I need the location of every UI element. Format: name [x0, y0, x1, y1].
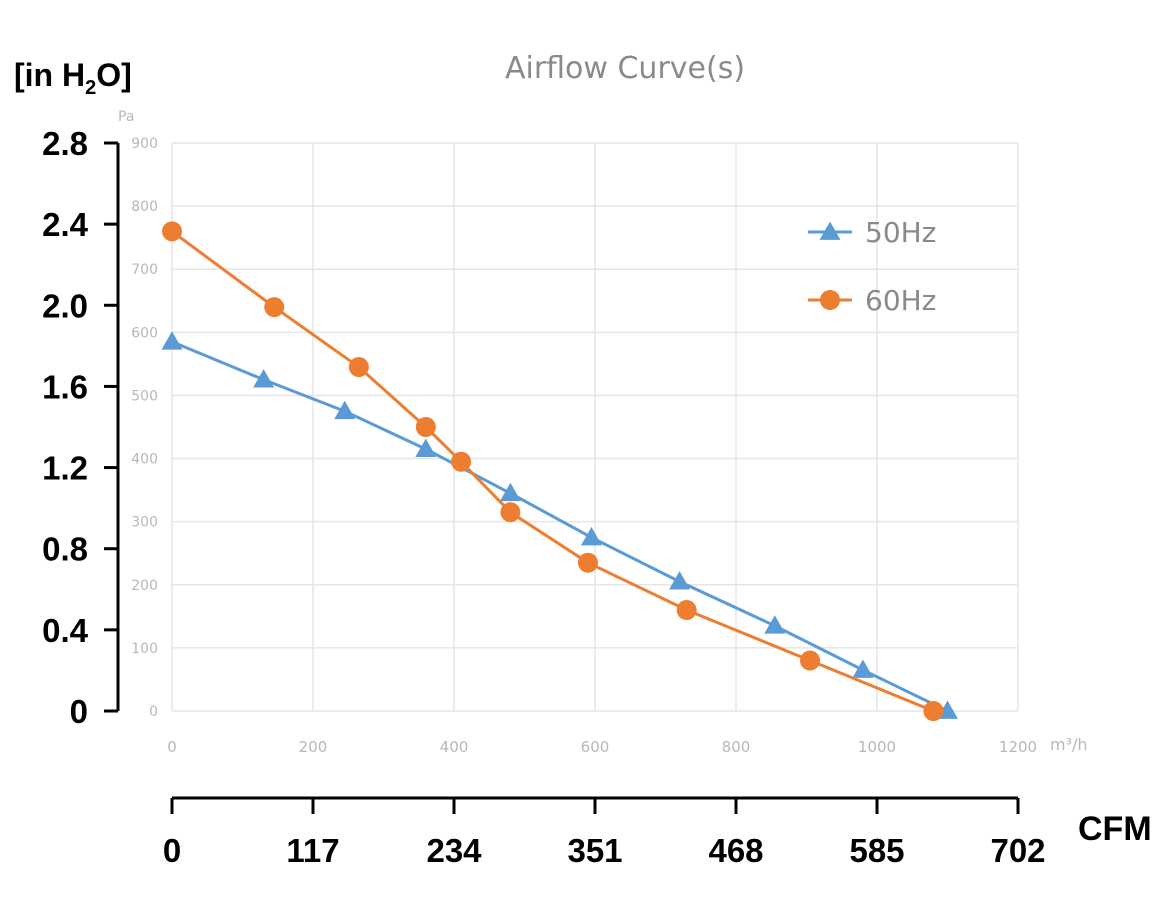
cfm-tick-label-1: 117 [286, 832, 339, 869]
primary-y-tick-label-5: 500 [131, 388, 158, 404]
primary-x-tick-labels: 0 200 400 600 800 1000 1200 [167, 738, 1037, 756]
primary-y-tick-labels: 0 100 200 300 400 500 600 700 800 900 [131, 136, 158, 720]
legend-marker-50Hz [819, 221, 841, 240]
primary-x-tick-label-0: 0 [167, 738, 177, 756]
data-point-60Hz-1 [264, 297, 285, 318]
primary-x-tick-label-2: 400 [440, 738, 469, 756]
primary-x-tick-label-5: 1000 [858, 738, 896, 756]
data-point-50Hz-8 [852, 659, 874, 678]
chart-title: Airflow Curve(s) [505, 51, 745, 86]
primary-x-tick-label-4: 800 [722, 738, 751, 756]
primary-y-tick-label-7: 700 [131, 262, 158, 278]
cfm-axis: 0 117 234 351 468 585 702 [163, 796, 1046, 869]
data-point-50Hz-7 [764, 615, 786, 634]
plot-grid [171, 142, 1019, 712]
inh2o-axis: 0 0.4 0.8 1.2 1.6 2.0 2.4 2.8 [42, 125, 120, 730]
legend-label-50Hz: 50Hz [865, 216, 936, 249]
inh2o-axis-label: [in H2O] [14, 57, 132, 99]
series-50Hz [161, 331, 958, 719]
cfm-tick-label-2: 234 [426, 832, 482, 869]
inh2o-label-sub: 2 [85, 77, 96, 99]
legend-label-60Hz: 60Hz [865, 284, 936, 317]
data-point-60Hz-4 [451, 451, 472, 472]
primary-y-tick-label-1: 100 [131, 641, 158, 657]
cfm-axis-label: CFM [1078, 810, 1152, 848]
data-point-50Hz-4 [499, 482, 521, 502]
data-point-50Hz-2 [334, 400, 356, 420]
data-point-50Hz-1 [253, 369, 275, 388]
series-60Hz [162, 221, 944, 721]
data-point-50Hz-0 [161, 331, 183, 350]
inh2o-tick-label-7: 2.8 [42, 125, 88, 162]
inh2o-tick-label-2: 0.8 [42, 531, 88, 568]
data-point-50Hz-3 [415, 438, 437, 457]
inh2o-tick-label-0: 0 [70, 693, 88, 730]
inh2o-tick-label-5: 2.0 [42, 287, 88, 324]
series-line-60Hz [171, 230, 934, 713]
primary-y-tick-label-2: 200 [131, 578, 158, 594]
inh2o-tick-label-3: 1.2 [42, 450, 88, 487]
pa-unit-label: Pa [118, 109, 134, 125]
data-point-60Hz-5 [500, 502, 521, 523]
legend: 50Hz 60Hz [808, 216, 936, 317]
primary-y-tick-label-9: 900 [131, 136, 158, 152]
inh2o-tick-label-6: 2.4 [42, 206, 89, 243]
primary-y-tick-label-0: 0 [149, 704, 158, 720]
cfm-tick-label-3: 351 [567, 832, 622, 869]
cfm-tick-label-5: 585 [849, 832, 904, 869]
data-point-60Hz-8 [800, 650, 821, 671]
data-point-60Hz-3 [415, 417, 436, 437]
m3h-unit-label: m³/h [1050, 735, 1088, 754]
inh2o-tick-label-1: 0.4 [42, 612, 89, 649]
primary-y-tick-label-4: 400 [131, 452, 158, 468]
data-point-60Hz-6 [577, 552, 598, 573]
data-point-60Hz-0 [162, 221, 182, 242]
primary-y-tick-label-8: 800 [131, 199, 158, 215]
inh2o-label-suffix: O] [96, 57, 132, 93]
series-line-50Hz [171, 340, 949, 713]
primary-x-tick-label-6: 1200 [999, 738, 1037, 756]
cfm-tick-label-6: 702 [990, 832, 1045, 869]
series-layer [161, 221, 958, 721]
inh2o-label-prefix: [in H [14, 57, 85, 93]
data-point-60Hz-7 [676, 600, 697, 621]
primary-y-tick-label-6: 600 [131, 325, 158, 341]
primary-x-tick-label-1: 200 [299, 738, 328, 756]
primary-y-tick-label-3: 300 [131, 515, 158, 531]
data-point-50Hz-5 [580, 526, 602, 546]
primary-x-tick-label-3: 600 [581, 738, 610, 756]
cfm-tick-label-4: 468 [708, 832, 763, 869]
legend-marker-60Hz [820, 290, 840, 310]
cfm-tick-label-0: 0 [163, 832, 181, 869]
data-point-60Hz-2 [348, 357, 369, 378]
data-point-50Hz-6 [669, 571, 691, 590]
data-point-60Hz-9 [923, 701, 944, 721]
inh2o-tick-label-4: 1.6 [42, 368, 88, 405]
